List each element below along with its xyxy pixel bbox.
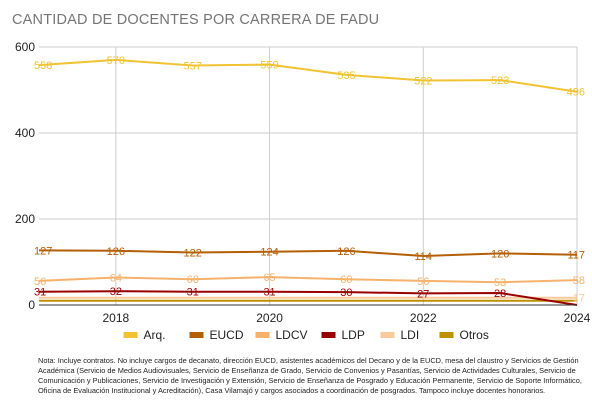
x-tick-label: 2018: [103, 311, 130, 325]
data-label: 120: [491, 248, 509, 260]
data-label: 60: [340, 274, 352, 286]
data-label: 27: [417, 288, 429, 300]
x-tick-label: 2022: [410, 311, 437, 325]
data-label: 122: [184, 248, 202, 260]
data-label: 570: [107, 55, 125, 67]
data-label: 126: [107, 246, 125, 258]
data-label: 523: [491, 75, 509, 87]
grid-lines: [39, 46, 578, 305]
legend-swatch-ldp: [321, 332, 336, 338]
legend-swatch-eucd: [189, 332, 204, 338]
line-chart: 558 570 557 559 535 522 523 496 127 126 122 124 126 1…: [15, 40, 591, 342]
data-label: 30: [340, 287, 352, 299]
chart-title: CANTIDAD DE DOCENTES POR CARRERA DE FADU: [12, 12, 380, 28]
data-label: 32: [110, 286, 122, 298]
footnote: Nota: Incluye contratos. No incluye carg…: [38, 356, 582, 396]
data-label: 522: [414, 76, 432, 88]
x-tick-label: 2020: [256, 311, 283, 325]
data-label: 558: [34, 60, 52, 72]
data-label: 557: [184, 60, 202, 72]
legend-swatch-arq: [123, 332, 138, 338]
data-label: 64: [110, 272, 122, 284]
legend-label: Otros: [460, 328, 489, 342]
series-line-ldp: [38, 290, 578, 306]
series-line-arq: [38, 58, 578, 93]
data-label: 535: [337, 70, 355, 82]
data-label: 65: [263, 272, 275, 284]
legend-swatch-ldi: [380, 332, 395, 338]
data-labels: 558 570 557 559 535 522 523 496 127 126 122 124 126 1…: [34, 55, 585, 305]
axes: 0 200 400 600 2018 2020 2022 2024: [15, 40, 591, 325]
legend: Arq. EUCD LDCV LDP LDI Otros: [123, 328, 489, 342]
data-label: 58: [573, 275, 585, 287]
y-tick-label: 400: [15, 126, 35, 140]
data-label: 114: [415, 251, 433, 263]
data-label: 31: [34, 287, 46, 299]
y-tick-label: 600: [15, 40, 35, 54]
data-label: 496: [567, 87, 585, 99]
data-label: 117: [567, 250, 585, 262]
legend-label: LDCV: [276, 328, 308, 342]
data-label: 31: [263, 287, 275, 299]
data-label: 31: [187, 287, 199, 299]
series-line-eucd: [38, 249, 578, 257]
data-label: 56: [417, 276, 429, 288]
y-tick-label: 0: [28, 298, 35, 312]
data-label: 60: [187, 274, 199, 286]
data-label: 127: [34, 245, 52, 257]
data-label: 126: [337, 246, 355, 258]
legend-label: Arq.: [144, 328, 166, 342]
series-line-ldcv: [38, 276, 578, 284]
legend-swatch-ldcv: [255, 332, 270, 338]
series-lines: [38, 58, 578, 306]
legend-label: LDP: [342, 328, 365, 342]
data-label: 53: [494, 277, 506, 289]
legend-label: EUCD: [210, 328, 244, 342]
data-label: 124: [260, 247, 278, 259]
x-tick-label: 2024: [564, 311, 591, 325]
legend-label: LDI: [401, 328, 420, 342]
data-label: 28: [494, 288, 506, 300]
y-tick-label: 200: [15, 212, 35, 226]
data-label: 17: [573, 293, 585, 305]
data-label: 56: [34, 276, 46, 288]
data-label: 559: [260, 60, 278, 72]
legend-swatch-otros: [439, 332, 454, 338]
